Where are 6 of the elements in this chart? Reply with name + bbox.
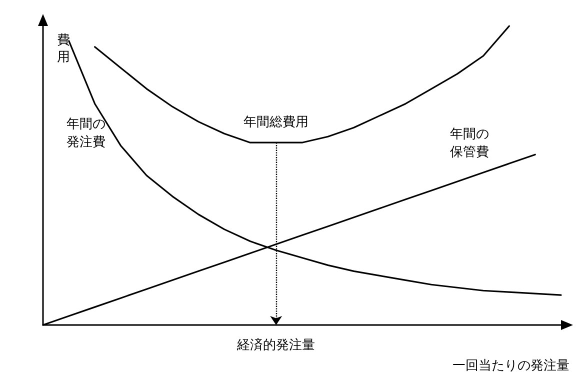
y-axis-title: 費用: [57, 33, 70, 65]
series-label: 年間の発注費: [66, 117, 106, 150]
series-label: 年間の保管費: [450, 127, 489, 160]
series-label: 年間総費用: [244, 115, 309, 130]
x-axis-title: 一回当たりの発注量: [452, 358, 570, 374]
text: 経済的発注量: [236, 337, 316, 353]
